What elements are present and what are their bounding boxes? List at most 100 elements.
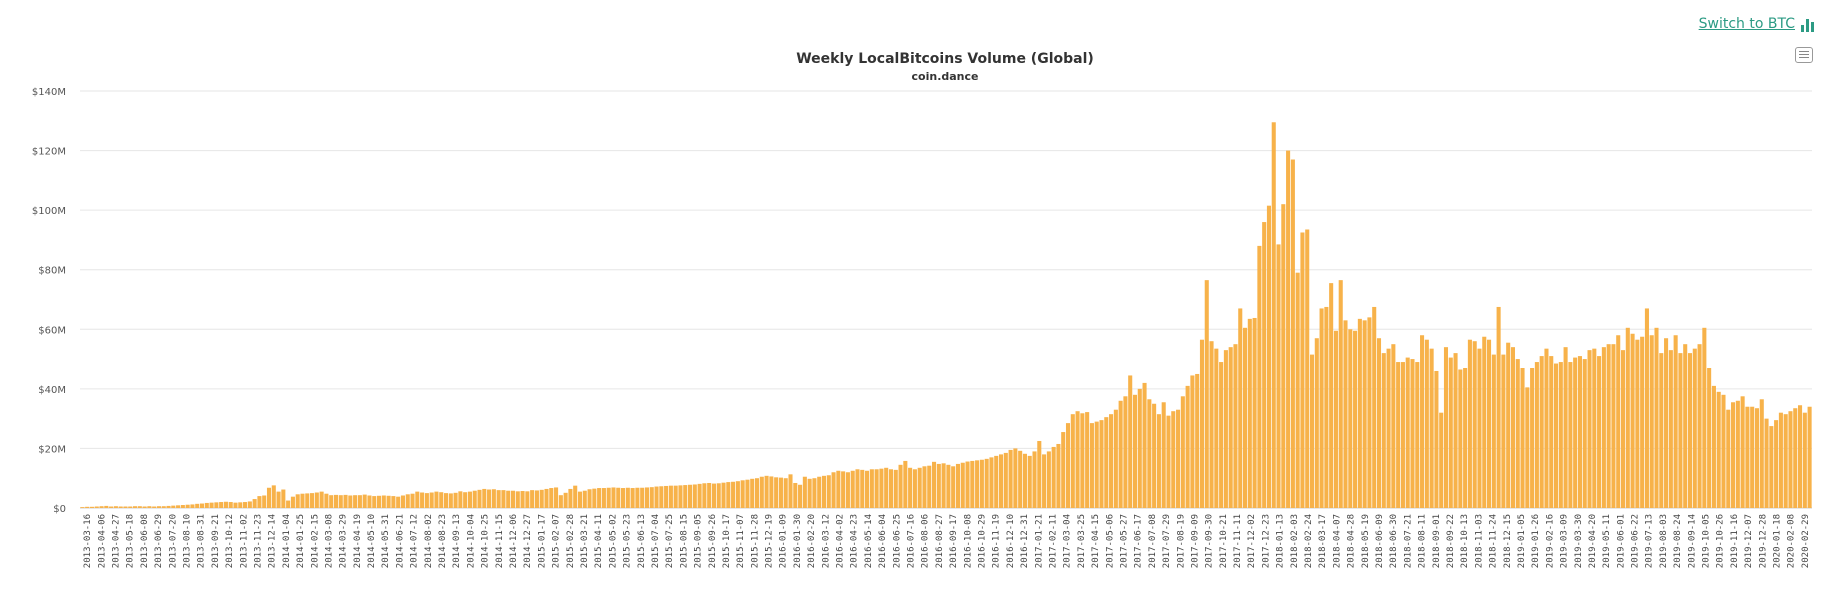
bar[interactable] <box>372 496 377 508</box>
bar[interactable] <box>386 495 391 508</box>
bar[interactable] <box>1654 327 1659 508</box>
bar[interactable] <box>1075 411 1080 508</box>
bar[interactable] <box>1472 341 1477 508</box>
bar[interactable] <box>1611 344 1616 508</box>
bar[interactable] <box>1362 320 1367 508</box>
bar[interactable] <box>955 463 960 508</box>
bar[interactable] <box>865 470 870 508</box>
bar[interactable] <box>1233 344 1238 508</box>
bar[interactable] <box>1243 327 1248 508</box>
bar[interactable] <box>1185 385 1190 508</box>
bar[interactable] <box>1563 347 1568 508</box>
bar[interactable] <box>1219 362 1224 508</box>
bar[interactable] <box>1161 402 1166 508</box>
bar[interactable] <box>1625 327 1630 508</box>
bar[interactable] <box>324 493 329 508</box>
bar[interactable] <box>1735 400 1740 508</box>
bar[interactable] <box>707 482 712 508</box>
bar[interactable] <box>630 488 635 508</box>
bar[interactable] <box>362 494 367 508</box>
bar[interactable] <box>788 474 793 508</box>
bar[interactable] <box>534 490 539 508</box>
bar[interactable] <box>836 470 841 508</box>
bar[interactable] <box>841 471 846 508</box>
bar[interactable] <box>243 502 248 508</box>
bar[interactable] <box>1070 414 1075 508</box>
bar[interactable] <box>467 491 472 508</box>
bar[interactable] <box>166 505 171 508</box>
bar[interactable] <box>601 488 606 508</box>
bar[interactable] <box>415 491 420 508</box>
bar[interactable] <box>195 503 200 508</box>
bar[interactable] <box>281 489 286 508</box>
bar[interactable] <box>1477 348 1482 508</box>
bar[interactable] <box>721 482 726 508</box>
bar[interactable] <box>659 486 664 508</box>
bar[interactable] <box>190 504 195 508</box>
bar[interactable] <box>979 459 984 508</box>
bar[interactable] <box>1262 222 1267 508</box>
bar[interactable] <box>621 488 626 508</box>
bar[interactable] <box>697 483 702 508</box>
bar[interactable] <box>668 485 673 508</box>
bar[interactable] <box>1640 336 1645 508</box>
bar[interactable] <box>271 485 276 508</box>
bar[interactable] <box>673 485 678 508</box>
bar[interactable] <box>989 457 994 508</box>
bar[interactable] <box>1252 317 1257 508</box>
bar[interactable] <box>735 481 740 508</box>
bar[interactable] <box>420 492 425 508</box>
bar[interactable] <box>1324 306 1329 508</box>
bar[interactable] <box>1386 348 1391 508</box>
bar[interactable] <box>1659 353 1664 508</box>
bar[interactable] <box>391 496 396 508</box>
bar[interactable] <box>1544 348 1549 508</box>
bar[interactable] <box>1305 229 1310 509</box>
bar[interactable] <box>247 501 252 508</box>
bar[interactable] <box>305 493 310 508</box>
bar[interactable] <box>764 475 769 508</box>
bar[interactable] <box>683 485 688 508</box>
bar[interactable] <box>1649 335 1654 508</box>
bar[interactable] <box>1434 370 1439 508</box>
bar[interactable] <box>357 495 362 508</box>
bar[interactable] <box>568 488 573 508</box>
bar[interactable] <box>1620 350 1626 508</box>
bar[interactable] <box>577 491 583 508</box>
bar[interactable] <box>219 502 224 508</box>
bar[interactable] <box>850 470 855 508</box>
bar[interactable] <box>908 467 913 508</box>
bar[interactable] <box>1037 440 1042 508</box>
bar[interactable] <box>812 478 817 508</box>
bar[interactable] <box>487 489 492 508</box>
bar[interactable] <box>975 460 980 508</box>
bar[interactable] <box>506 490 511 508</box>
bar[interactable] <box>649 487 654 508</box>
bar[interactable] <box>1487 339 1492 508</box>
bar[interactable] <box>1530 368 1535 508</box>
bar[interactable] <box>1424 339 1429 508</box>
bar[interactable] <box>1558 362 1563 508</box>
bar[interactable] <box>1032 451 1037 508</box>
bar[interactable] <box>1716 391 1721 508</box>
bar[interactable] <box>1042 454 1047 508</box>
bar[interactable] <box>769 476 774 508</box>
bar[interactable] <box>424 493 429 508</box>
bar[interactable] <box>750 478 755 508</box>
bar[interactable] <box>118 506 123 508</box>
bar[interactable] <box>1099 420 1104 508</box>
bar[interactable] <box>1309 354 1315 508</box>
bar[interactable] <box>1405 357 1410 508</box>
bar[interactable] <box>597 488 602 508</box>
bar[interactable] <box>1592 348 1597 508</box>
bar[interactable] <box>984 458 989 508</box>
bar[interactable] <box>774 477 779 508</box>
bar[interactable] <box>1587 350 1592 508</box>
bar[interactable] <box>1577 356 1582 508</box>
bar[interactable] <box>927 465 932 508</box>
bar[interactable] <box>884 467 889 508</box>
bar[interactable] <box>233 502 238 508</box>
bar[interactable] <box>1018 450 1023 508</box>
bar[interactable] <box>860 469 865 508</box>
bar[interactable] <box>1238 308 1243 508</box>
